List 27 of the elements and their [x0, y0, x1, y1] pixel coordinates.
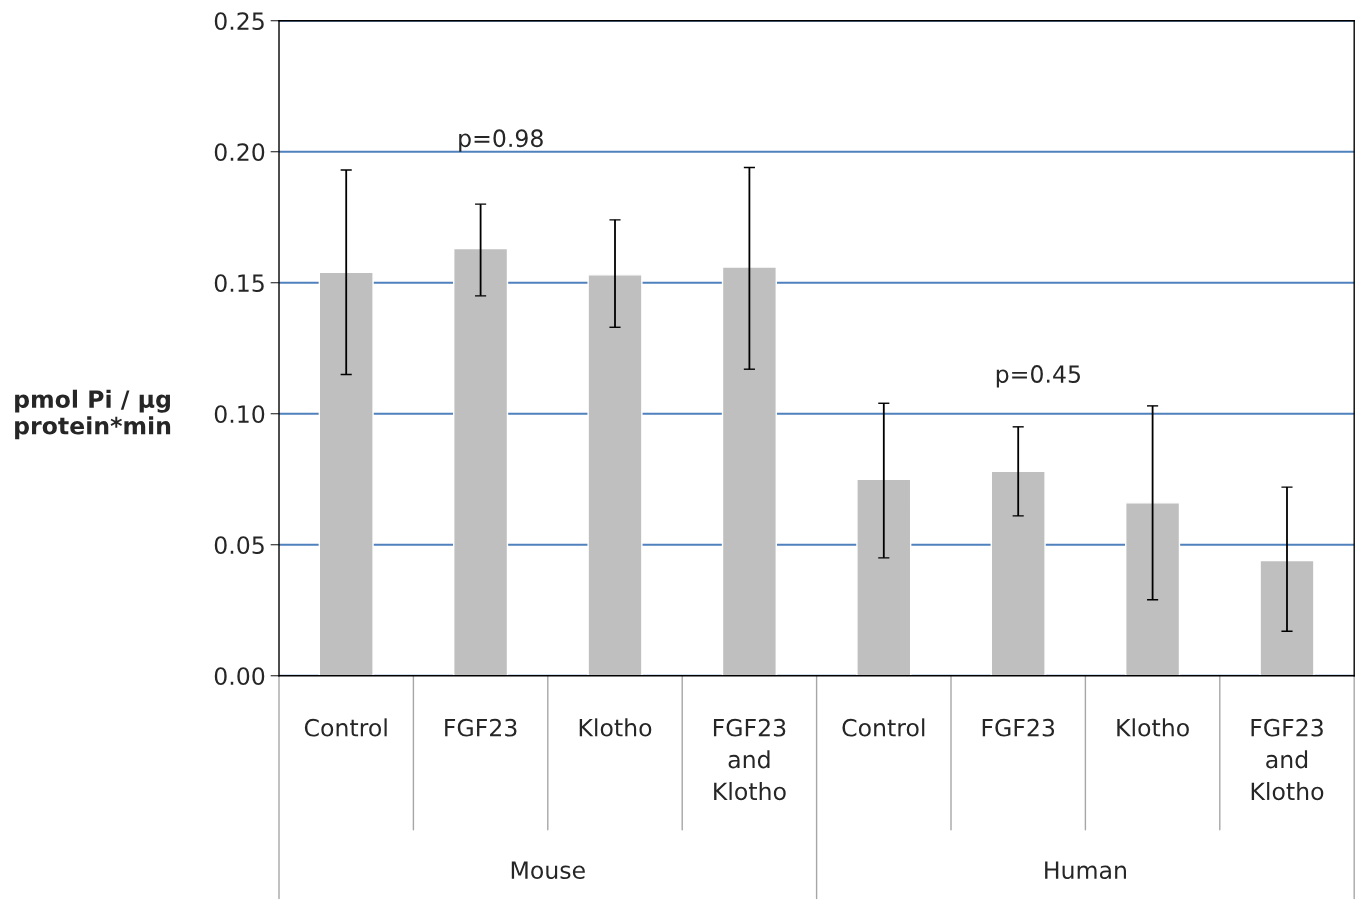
bar [856, 478, 912, 676]
annotation: p=0.98 [459, 129, 543, 152]
y-tick-label: 0.25 [214, 12, 264, 31]
x-tick-label: FGF23 [445, 718, 517, 737]
y-tick-label: 0.15 [214, 274, 264, 293]
x-tick-label: Control [842, 718, 925, 737]
text: Human [1045, 861, 1126, 880]
x-tick-label: Control [304, 718, 387, 737]
text: Mouse [511, 861, 585, 880]
annotation: p=0.45 [996, 365, 1080, 388]
y-tick-label: 0.10 [214, 405, 265, 424]
y-tick-label: 0.20 [214, 143, 265, 162]
bar [721, 266, 777, 676]
y-axis-title: pmol Pi / µg protein*min [15, 389, 171, 440]
bar [990, 470, 1046, 676]
bar [453, 247, 509, 676]
x-tick-label: FGF23 and Klotho [713, 718, 786, 801]
bar [318, 271, 374, 676]
y-tick-label: 0.05 [214, 536, 264, 555]
bar [1125, 502, 1181, 676]
bar [1259, 559, 1315, 676]
bar [587, 274, 643, 676]
x-tick-label: Klotho [579, 718, 652, 737]
x-tick-label: Klotho [1117, 718, 1189, 737]
y-tick-label: 0.00 [214, 667, 265, 686]
x-tick-label: FGF23 and Klotho [1251, 718, 1324, 801]
x-tick-label: FGF23 [982, 718, 1055, 737]
